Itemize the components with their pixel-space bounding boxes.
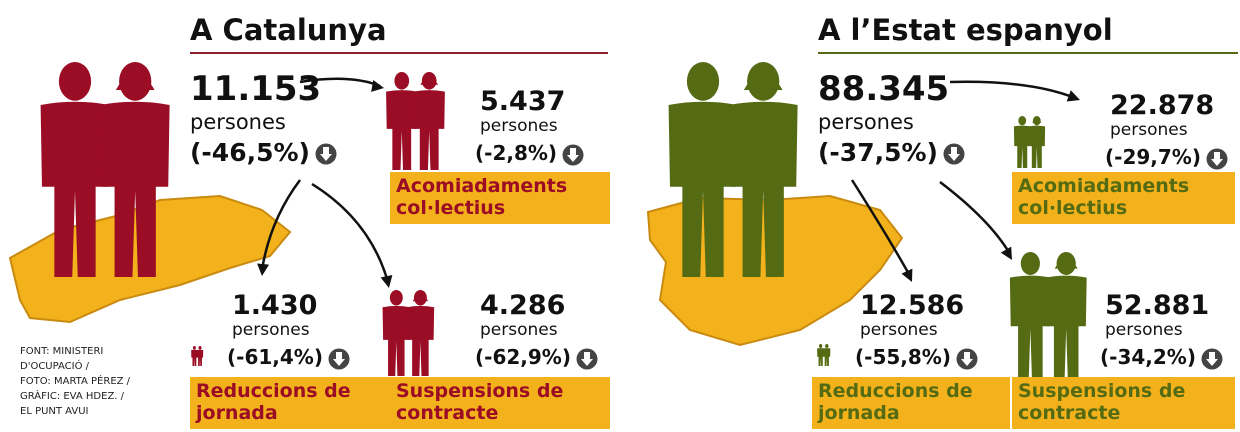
item-change: (-55,8%) — [855, 347, 978, 370]
head — [394, 72, 410, 90]
item-change: (-2,8%) — [475, 143, 584, 166]
arrow — [311, 182, 390, 283]
arrow — [260, 179, 302, 271]
item-unit: persones — [232, 320, 310, 340]
icon-arrow — [1205, 351, 1218, 366]
arrow-head — [1066, 90, 1080, 102]
total-unit: persones — [818, 110, 914, 134]
credits: FONT: MINISTERI D'OCUPACIÓ / FOTO: MARTA P… — [20, 344, 130, 419]
item-unit: persones — [480, 320, 558, 340]
hair — [412, 294, 429, 302]
body — [382, 305, 411, 376]
body — [196, 349, 204, 366]
item-unit: persones — [860, 320, 938, 340]
arrow-head — [257, 263, 270, 276]
item-value: 4.286 — [480, 290, 566, 321]
arrow — [949, 80, 1076, 100]
body — [823, 348, 831, 366]
credit-line: D'OCUPACIÓ / — [20, 361, 90, 372]
icon-arrow — [580, 351, 593, 366]
body — [413, 90, 445, 170]
down-icon — [943, 143, 965, 165]
head — [1020, 251, 1040, 276]
item-unit: persones — [1110, 120, 1188, 140]
body — [1009, 275, 1051, 380]
head — [389, 290, 403, 306]
item-label: Suspensions de contracte — [390, 377, 610, 429]
total-value: 88.345 — [818, 69, 950, 109]
item-value: 1.430 — [232, 290, 318, 321]
down-icon — [562, 144, 584, 165]
head — [686, 62, 720, 101]
down-icon — [1206, 148, 1228, 169]
hair — [824, 345, 829, 347]
panel-title: A Catalunya — [190, 13, 387, 47]
arrow-head — [901, 268, 913, 282]
hair — [198, 347, 202, 349]
arrow — [939, 181, 1012, 255]
credit-line: GRÀFIC: EVA HDEZ. / — [20, 391, 125, 402]
body — [406, 305, 435, 376]
icon-arrow — [332, 351, 345, 366]
head — [818, 344, 823, 348]
head — [58, 62, 92, 101]
hair — [115, 72, 155, 90]
hair — [743, 72, 783, 90]
total-unit: persones — [190, 110, 286, 134]
item-label: Acomiadaments col·lectius — [390, 172, 610, 224]
item-value: 5.437 — [480, 86, 566, 117]
body — [817, 348, 825, 366]
total-change: (-37,5%) — [818, 140, 965, 165]
arrow-head — [371, 80, 384, 92]
item-label: Acomiadaments col·lectius — [1012, 172, 1235, 224]
body — [1045, 275, 1087, 380]
hair — [1032, 118, 1042, 123]
item-unit: persones — [480, 116, 558, 136]
body — [1028, 125, 1046, 168]
down-icon — [576, 348, 598, 369]
icon-arrow — [319, 147, 332, 161]
total-value: 11.153 — [190, 69, 322, 109]
item-change: (-62,9%) — [475, 347, 598, 370]
item-change: (-61,4%) — [227, 347, 350, 370]
body — [728, 101, 798, 278]
down-icon — [328, 348, 350, 369]
body — [386, 90, 418, 170]
item-change: (-29,7%) — [1105, 147, 1228, 170]
panel-title: A l’Estat espanyol — [818, 13, 1113, 47]
head — [192, 346, 196, 350]
item-value: 22.878 — [1110, 90, 1215, 121]
body — [191, 349, 198, 366]
icon-arrow — [947, 147, 960, 161]
total-change: (-46,5%) — [190, 140, 337, 165]
icon-arrow — [1210, 151, 1223, 166]
body — [100, 101, 170, 278]
arrow-head — [380, 275, 393, 288]
item-label: Reduccions de jornada — [812, 377, 1010, 429]
down-icon — [956, 348, 978, 369]
item-label: Reduccions de jornada — [190, 377, 390, 429]
item-label: Suspensions de contracte — [1012, 377, 1235, 429]
hair — [1054, 258, 1078, 269]
item-change: (-34,2%) — [1100, 347, 1223, 370]
head — [1018, 116, 1027, 126]
credit-line: EL PUNT AVUI — [20, 406, 89, 417]
arrow-head — [1000, 246, 1012, 260]
item-unit: persones — [1105, 320, 1183, 340]
icon-arrow — [567, 147, 580, 162]
credit-line: FOTO: MARTA PÉREZ / — [20, 376, 131, 387]
icon-arrow — [960, 351, 973, 366]
body — [1013, 125, 1031, 168]
body — [40, 101, 110, 278]
item-value: 12.586 — [860, 290, 965, 321]
down-icon — [1201, 348, 1223, 369]
body — [668, 101, 738, 278]
hair — [420, 76, 439, 85]
credit-line: FONT: MINISTERI — [20, 346, 104, 357]
item-value: 52.881 — [1105, 290, 1210, 321]
down-icon — [315, 143, 337, 165]
arrow — [850, 179, 912, 277]
